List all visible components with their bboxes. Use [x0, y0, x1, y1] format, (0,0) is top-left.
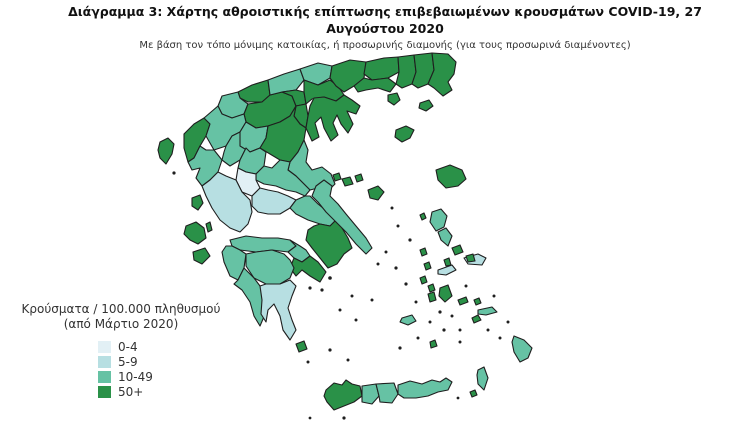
region-kos — [477, 306, 498, 316]
legend-swatch-10-49 — [98, 370, 111, 383]
legend-row: 0-4 — [98, 339, 230, 354]
region-messinia — [233, 267, 267, 327]
legend-title-line1: Κρούσματα / 100.000 πληθυσμού — [21, 302, 221, 316]
region-amorgos — [457, 296, 469, 306]
region-sifnos — [427, 283, 436, 293]
region-pella — [267, 68, 305, 96]
region-serifos — [419, 275, 428, 285]
region-lesvos — [435, 164, 467, 189]
region-kalymnos — [473, 297, 482, 306]
region-thesprotia — [183, 117, 211, 163]
region-astypalaia — [471, 314, 482, 324]
islet-dots — [172, 171, 510, 420]
region-ikaria — [437, 264, 457, 276]
region-skyros — [367, 185, 385, 201]
legend-row: 10-49 — [98, 369, 230, 384]
region-heraklion — [375, 382, 399, 404]
region-phthiotis — [255, 159, 311, 197]
region-aetolia-acarnania — [201, 171, 253, 233]
page-subtitle: Με βάση τον τόπο μόνιμης κατοικίας, ή πρ… — [139, 39, 631, 51]
region-ithaca — [205, 221, 213, 233]
region-alonnisos — [354, 173, 364, 183]
region-skiathos — [332, 172, 342, 182]
region-karpathos — [476, 366, 489, 391]
region-andros — [437, 227, 453, 247]
legend-row: 5-9 — [98, 354, 230, 369]
legend-label: 50+ — [118, 384, 144, 399]
region-santorini — [429, 339, 438, 349]
region-argolis — [289, 255, 327, 283]
region-chalkidiki — [305, 94, 361, 142]
region-kea — [419, 247, 428, 257]
region-psara — [419, 212, 427, 221]
region-naxos — [438, 284, 453, 303]
legend-row: 50+ — [98, 384, 230, 399]
region-limnos — [394, 125, 415, 143]
region-thassos — [387, 92, 401, 106]
region-evros — [427, 52, 457, 97]
region-samothrace — [418, 99, 434, 112]
region-chania — [323, 379, 363, 411]
region-drama — [363, 56, 400, 81]
region-corfu — [157, 137, 175, 165]
region-rhodes — [511, 335, 533, 363]
region-laconia — [259, 279, 297, 341]
region-evia — [311, 179, 373, 255]
legend-label: 10-49 — [118, 369, 153, 384]
region-milos — [399, 314, 417, 326]
chart-header: Διάγραμμα 3: Χάρτης αθροιστικής επίπτωση… — [46, 4, 724, 51]
region-lasithi — [397, 377, 453, 399]
region-mykonos — [465, 253, 476, 263]
region-skopelos — [341, 176, 354, 187]
legend-title: Κρούσματα / 100.000 πληθυσμού (από Μάρτι… — [12, 302, 230, 332]
legend-swatch-0-4 — [98, 340, 111, 353]
region-chios — [429, 208, 448, 232]
region-zakynthos — [192, 247, 211, 265]
map-legend: Κρούσματα / 100.000 πληθυσμού (από Μάρτι… — [12, 302, 230, 399]
legend-title-line2: (από Μάρτιο 2020) — [63, 317, 179, 331]
legend-items: 0-4 5-9 10-49 50+ — [98, 339, 230, 399]
region-kasos — [469, 389, 478, 398]
region-paros — [427, 291, 437, 303]
region-kythira — [295, 340, 308, 353]
region-kythnos — [423, 261, 432, 271]
region-lefkada — [191, 194, 204, 211]
region-tinos — [451, 244, 464, 256]
page-title: Διάγραμμα 3: Χάρτης αθροιστικής επίπτωση… — [68, 4, 702, 36]
legend-label: 0-4 — [118, 339, 138, 354]
region-phocis — [251, 187, 297, 215]
legend-label: 5-9 — [118, 354, 138, 369]
region-kavala — [353, 77, 397, 93]
legend-swatch-50plus — [98, 385, 111, 398]
region-syros — [443, 257, 452, 267]
region-kefalonia — [183, 221, 207, 245]
legend-swatch-5-9 — [98, 355, 111, 368]
